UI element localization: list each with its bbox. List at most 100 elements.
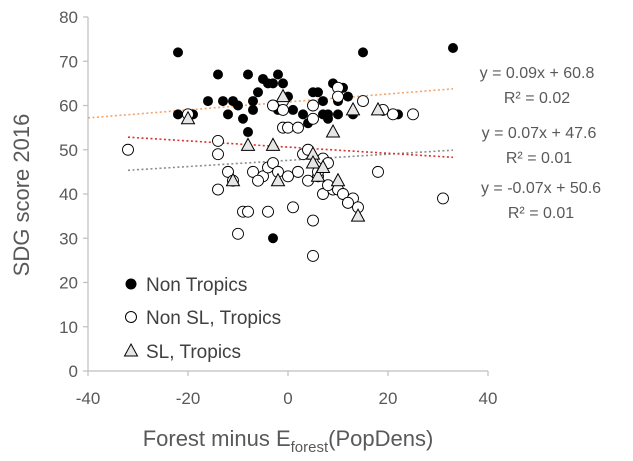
x-axis-title-subscript: forest <box>291 439 329 456</box>
data-point-open-circle <box>277 103 289 116</box>
data-point-open-circle <box>212 148 224 161</box>
trendline-r2: R² = 0.01 <box>506 150 572 167</box>
y-tick-label: 30 <box>59 229 78 248</box>
legend-marker-open-circle <box>125 311 137 323</box>
data-point-filled-circle <box>203 96 213 107</box>
y-tick-labels: 0 10 20 30 40 50 60 70 80 <box>59 8 88 381</box>
data-point-triangle <box>275 88 291 103</box>
data-point-open-circle <box>357 95 369 108</box>
x-tick-labels: -40 -20 0 20 40 <box>76 371 498 408</box>
y-tick-label: 10 <box>59 318 78 337</box>
data-point-open-circle <box>282 170 294 183</box>
data-point-triangle <box>180 110 196 125</box>
data-point-open-circle <box>332 90 344 103</box>
data-point-filled-circle <box>278 78 288 89</box>
data-point-open-circle <box>307 112 319 125</box>
y-tick-label: 70 <box>59 52 78 71</box>
data-point-open-circle <box>307 249 319 262</box>
legend-item-sl-tropics: SL, Tropics <box>123 342 241 363</box>
data-point-triangle <box>330 172 346 187</box>
data-point-triangle <box>350 208 366 222</box>
data-point-open-circle <box>342 196 354 209</box>
data-point-triangle <box>325 124 341 138</box>
data-point-filled-circle <box>298 109 308 120</box>
data-point-open-circle <box>262 205 274 218</box>
data-point-filled-circle <box>313 87 323 98</box>
x-tick-label: -20 <box>176 389 201 408</box>
data-point-triangle <box>305 154 321 169</box>
y-tick-label: 50 <box>59 141 78 160</box>
trendline-equation: y = 0.07x + 47.6 <box>482 125 597 142</box>
data-point-triangle <box>270 172 286 187</box>
trendlines <box>87 88 454 172</box>
data-point-triangle <box>240 137 256 151</box>
trendline-2 <box>127 136 454 159</box>
y-tick-label: 0 <box>69 362 78 381</box>
data-point-filled-circle <box>323 109 333 120</box>
data-point-filled-circle <box>273 69 283 80</box>
trendline-equation: y = 0.09x + 60.8 <box>480 65 595 82</box>
data-point-triangle <box>345 101 361 116</box>
data-point-open-circle <box>222 165 234 178</box>
data-point-open-circle <box>307 99 319 112</box>
data-point-open-circle <box>437 192 449 205</box>
data-point-filled-circle <box>268 78 278 89</box>
data-point-open-circle <box>407 108 419 121</box>
data-point-open-circle <box>252 174 264 187</box>
data-point-filled-circle <box>253 87 263 98</box>
data-point-open-circle <box>212 183 224 196</box>
x-axis-title-main: Forest minus E <box>143 426 291 451</box>
data-point-filled-circle <box>358 47 368 58</box>
data-point-filled-circle <box>223 109 233 120</box>
y-tick-label: 40 <box>59 185 78 204</box>
data-point-open-circle <box>387 108 399 121</box>
data-point-open-circle <box>292 165 304 178</box>
data-points <box>122 42 458 262</box>
data-point-triangle <box>315 159 331 173</box>
x-axis-title: Forest minus Eforest(PopDens) <box>143 426 434 456</box>
data-point-open-circle <box>372 165 384 178</box>
data-point-filled-circle <box>238 113 248 124</box>
data-point-filled-circle <box>448 42 458 53</box>
data-point-open-circle <box>242 205 254 218</box>
legend-label-sl-tropics: SL, Tropics <box>146 342 241 363</box>
data-point-open-circle <box>337 188 349 200</box>
trendline-equations: y = 0.09x + 60.8 R² = 0.02 y = 0.07x + 47.… <box>480 65 602 222</box>
data-point-filled-circle <box>248 96 258 107</box>
x-axis-title-tail: (PopDens) <box>328 426 433 451</box>
data-point-open-circle <box>267 157 279 169</box>
data-point-filled-circle <box>233 100 243 111</box>
legend-label-non-tropics: Non Tropics <box>146 275 247 296</box>
data-point-filled-circle <box>213 69 223 80</box>
trendline-r2: R² = 0.01 <box>508 205 574 222</box>
data-point-open-circle <box>287 201 299 214</box>
legend-item-non-sl-tropics: Non SL, Tropics <box>125 308 281 329</box>
legend-item-non-tropics: Non Tropics <box>125 275 247 296</box>
data-point-open-circle <box>232 227 244 240</box>
data-point-filled-circle <box>173 109 183 120</box>
data-point-open-circle <box>247 165 259 178</box>
data-point-filled-circle <box>268 233 278 244</box>
trendline-1 <box>127 149 454 172</box>
data-point-open-circle <box>212 134 224 147</box>
data-point-filled-circle <box>243 69 253 80</box>
legend-label-non-sl-tropics: Non SL, Tropics <box>146 308 281 329</box>
data-point-filled-circle <box>288 104 298 115</box>
data-point-open-circle <box>122 143 134 156</box>
data-point-open-circle <box>267 99 279 112</box>
data-point-open-circle <box>292 121 304 134</box>
data-point-triangle <box>225 172 241 187</box>
data-point-filled-circle <box>173 47 183 58</box>
y-tick-label: 60 <box>59 97 78 116</box>
trendline-equation: y = -0.07x + 50.6 <box>481 180 601 197</box>
data-point-triangle <box>265 137 281 151</box>
data-point-filled-circle <box>243 127 253 138</box>
data-point-triangle <box>310 168 326 182</box>
data-point-open-circle <box>307 214 319 227</box>
data-point-open-circle <box>317 188 329 200</box>
legend-marker-filled-circle <box>125 278 137 290</box>
x-tick-label: 0 <box>283 389 292 408</box>
trendline-r2: R² = 0.02 <box>504 90 570 107</box>
x-tick-label: 40 <box>479 389 498 408</box>
